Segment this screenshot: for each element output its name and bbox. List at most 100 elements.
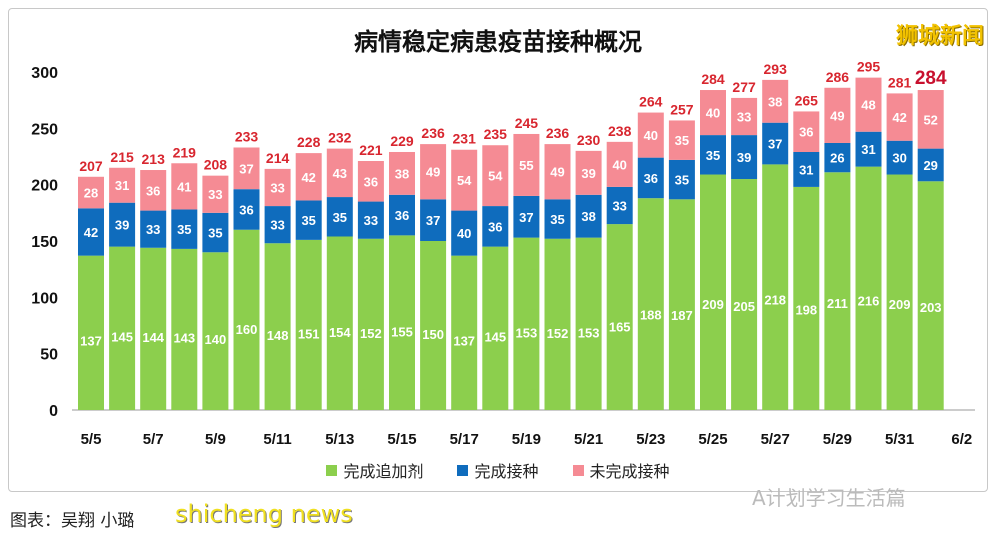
bar-segment-booster [762, 164, 789, 410]
bar-data-label: 43 [333, 166, 347, 181]
x-tick-label: 5/19 [512, 431, 541, 448]
bar-segment-complete [420, 199, 447, 241]
bar-data-label: 36 [146, 183, 160, 198]
bar-segment-booster [482, 246, 509, 410]
bar-segment-incomplete [731, 97, 758, 136]
bar-data-label: 37 [239, 161, 253, 176]
bar-segment-incomplete [233, 147, 260, 190]
bar-segment-complete [140, 210, 167, 248]
bar-segment-incomplete [886, 93, 913, 141]
bar-segment-incomplete [109, 167, 136, 203]
bar-segment-booster [824, 172, 851, 410]
bar-segment-complete [202, 212, 229, 253]
bar-data-label: 29 [923, 158, 937, 173]
bar-segment-incomplete [700, 90, 726, 136]
bar-segment-incomplete [668, 120, 695, 160]
bar-data-label: 140 [205, 332, 227, 347]
bar-segment-booster [575, 237, 602, 410]
legend: 完成追加剂 完成接种 未完成接种 [0, 458, 996, 482]
bar-segment-complete [482, 206, 509, 247]
x-tick-label: 5/13 [325, 431, 354, 448]
bar-segment-complete [233, 189, 260, 230]
bar-data-label: 145 [111, 329, 133, 344]
bar-data-label: 37 [426, 213, 440, 228]
bar-data-label: 38 [768, 94, 782, 109]
total-label: 277 [732, 79, 756, 95]
bar-data-label: 216 [858, 293, 880, 308]
total-label: 233 [235, 128, 259, 144]
bar-data-label: 198 [795, 303, 817, 318]
total-label: 231 [453, 131, 477, 147]
bar-data-label: 31 [799, 162, 813, 177]
bar-data-label: 42 [84, 225, 98, 240]
bar-data-label: 151 [298, 326, 320, 341]
bar-data-label: 152 [360, 326, 382, 341]
total-label: 284 [701, 71, 725, 87]
x-tick-label: 5/17 [450, 431, 479, 448]
bar-segment-booster [202, 252, 229, 410]
bar-segment-booster [233, 229, 260, 410]
bar-data-label: 160 [236, 322, 258, 337]
bar-segment-incomplete [824, 87, 851, 143]
bar-data-label: 33 [612, 199, 626, 214]
bar-segment-booster [326, 236, 353, 410]
x-tick-label: 5/29 [823, 431, 852, 448]
bar-segment-complete [451, 210, 478, 256]
bar-segment-incomplete [295, 153, 322, 201]
bar-data-label: 137 [80, 334, 102, 349]
x-tick-label: 5/5 [81, 431, 102, 448]
x-tick-label: 5/27 [761, 431, 790, 448]
total-label: 214 [266, 150, 290, 166]
bar-segment-incomplete [264, 168, 291, 207]
total-label: 257 [670, 101, 694, 117]
bar-data-label: 55 [519, 158, 533, 173]
bar-segment-complete [109, 202, 136, 247]
total-label: 245 [515, 115, 539, 131]
bar-data-label: 188 [640, 308, 662, 323]
y-tick-label: 50 [40, 347, 58, 364]
bar-data-label: 211 [827, 296, 848, 311]
bar-data-label: 35 [177, 222, 191, 237]
bar-data-label: 36 [644, 171, 658, 186]
x-tick-label: 5/21 [574, 431, 603, 448]
bar-segment-incomplete [140, 170, 167, 211]
bar-segment-incomplete [544, 144, 571, 200]
bar-segment-booster [264, 243, 291, 410]
x-tick-label: 5/7 [143, 431, 164, 448]
bar-data-label: 38 [581, 209, 595, 224]
bar-segment-incomplete [762, 79, 789, 123]
bar-segment-complete [700, 135, 726, 175]
total-label: 230 [577, 132, 601, 148]
watermark-text: shicheng news [175, 500, 353, 528]
bar-segment-complete [171, 209, 198, 249]
total-label: 213 [142, 151, 166, 167]
bar-segment-complete [668, 159, 695, 200]
bar-data-label: 41 [177, 179, 191, 194]
bar-segment-booster [793, 186, 820, 410]
bar-segment-complete [264, 206, 291, 244]
bar-data-label: 31 [861, 142, 875, 157]
bar-data-label: 35 [550, 212, 564, 227]
bar-segment-booster [451, 255, 478, 410]
bar-data-label: 40 [644, 128, 658, 143]
x-tick-label: 5/9 [205, 431, 226, 448]
bar-data-label: 37 [519, 210, 533, 225]
bar-segment-incomplete [855, 77, 882, 132]
bar-data-label: 205 [733, 299, 755, 314]
chart-credit: 图表：吴翔 小璐 [10, 511, 135, 531]
bar-data-label: 49 [426, 165, 440, 180]
bar-data-label: 33 [208, 187, 222, 202]
y-tick-label: 150 [31, 234, 58, 251]
bar-segment-booster [171, 248, 198, 410]
bar-data-label: 42 [892, 110, 906, 125]
bar-segment-complete [731, 135, 758, 180]
y-tick-label: 300 [31, 65, 58, 82]
bar-segment-complete [357, 201, 384, 239]
bar-data-label: 49 [550, 165, 564, 180]
bar-data-label: 154 [329, 325, 351, 340]
total-label: 215 [110, 149, 134, 165]
bar-segment-booster [109, 246, 136, 410]
bar-segment-complete [575, 194, 602, 238]
bar-segment-complete [295, 200, 322, 240]
total-label: 265 [795, 92, 819, 108]
